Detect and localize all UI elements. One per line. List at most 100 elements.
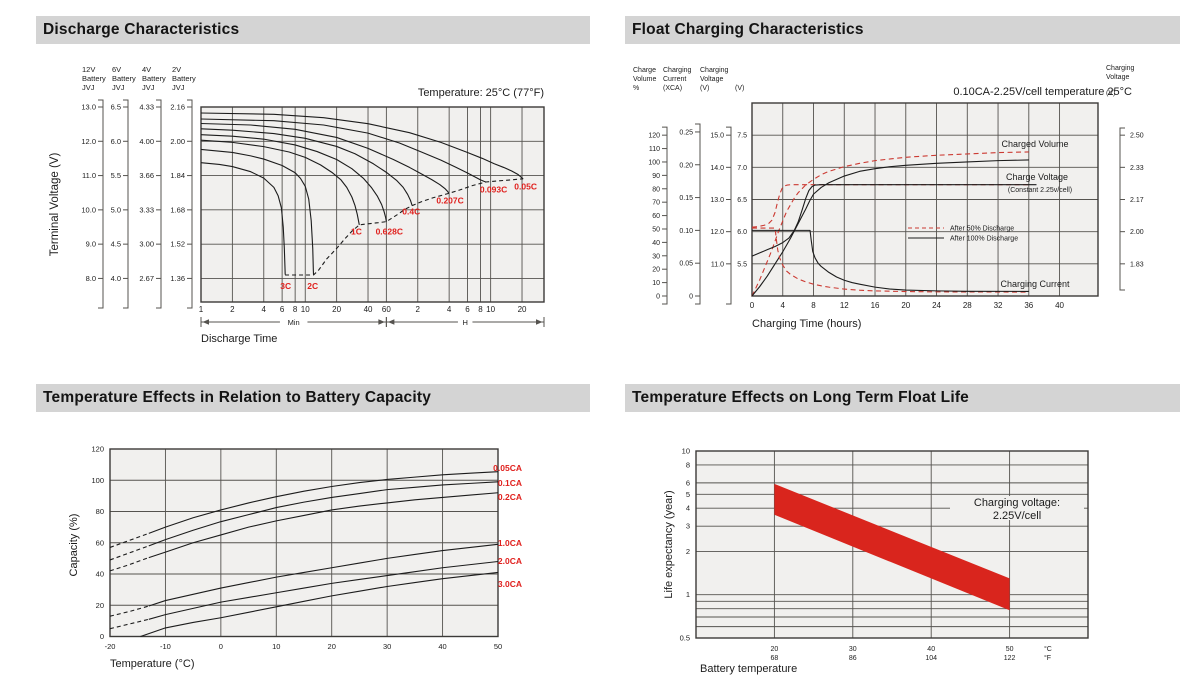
scale-value: 2.33 bbox=[1130, 165, 1144, 172]
x-tick-label: 0 bbox=[750, 301, 755, 310]
curve-charge-voltage-50 bbox=[751, 184, 1029, 228]
x-tick-label: 10 bbox=[486, 305, 495, 314]
curve-label-0.2CA: 0.2CA bbox=[498, 492, 522, 502]
plot-border bbox=[109, 448, 499, 638]
plot-border bbox=[751, 102, 1099, 297]
scale-value: 7.5 bbox=[737, 133, 747, 140]
curve-label-0.1CA: 0.1CA bbox=[498, 478, 522, 488]
scale-header: Battery bbox=[112, 74, 136, 83]
scale-header: JVJ bbox=[172, 83, 185, 92]
scale-value: 13.0 bbox=[81, 103, 96, 112]
scale-header: (V) bbox=[735, 85, 744, 92]
x-tick-label: 40 bbox=[1055, 301, 1064, 310]
fahrenheit-unit-label: °F bbox=[1044, 654, 1051, 662]
temperature-annotation: Temperature: 25°C (77°F) bbox=[418, 87, 544, 99]
x-tick-label-celsius: 40 bbox=[927, 646, 935, 653]
curve-2C bbox=[200, 148, 315, 275]
annotation-bg bbox=[950, 496, 1084, 520]
x-tick-label: 6 bbox=[465, 305, 470, 314]
scale-value: 4.0 bbox=[111, 274, 121, 283]
scale-value: 2.17 bbox=[1130, 197, 1144, 204]
curve-label-3.0CA: 3.0CA bbox=[498, 579, 522, 589]
y-tick-label: 10 bbox=[682, 447, 690, 456]
section-title: Temperature Effects on Long Term Float L… bbox=[632, 389, 970, 406]
scale-value: 80 bbox=[652, 186, 660, 193]
scale-value: 3.66 bbox=[139, 171, 154, 180]
scale-header: (V) bbox=[700, 85, 709, 92]
x-tick-label: 8 bbox=[811, 301, 816, 310]
x-tick-label: 2 bbox=[230, 305, 235, 314]
scale-header: JVJ bbox=[112, 83, 125, 92]
curve-0.2CA bbox=[148, 492, 499, 559]
x-tick-label: 36 bbox=[1024, 301, 1033, 310]
cutoff-curve bbox=[285, 178, 524, 276]
scale-header: Battery bbox=[82, 74, 106, 83]
y-tick-label: 2 bbox=[686, 547, 690, 556]
unit-span-label: H bbox=[462, 318, 467, 327]
x-tick-label: 6 bbox=[280, 305, 285, 314]
scale-value: 11.0 bbox=[82, 171, 96, 180]
scale-header: JVJ bbox=[142, 83, 155, 92]
section-title: Temperature Effects in Relation to Batte… bbox=[43, 389, 432, 406]
scale-value: 70 bbox=[652, 200, 660, 207]
scale-value: 5.5 bbox=[737, 261, 747, 268]
scale-value: 2.00 bbox=[1130, 229, 1144, 236]
y-tick-label: 6 bbox=[686, 478, 690, 487]
scale-value: 4.33 bbox=[139, 103, 154, 112]
charging-annotation: 0.10CA-2.25V/cell temperature 25°C bbox=[953, 86, 1132, 98]
x-tick-label-fahrenheit: 86 bbox=[849, 655, 857, 662]
scale-value: 10 bbox=[652, 280, 660, 287]
scale-value: 3.33 bbox=[139, 205, 154, 214]
curve-3C bbox=[200, 162, 286, 275]
scale-value: 1.83 bbox=[1130, 261, 1144, 268]
x-tick-label: -10 bbox=[160, 642, 171, 651]
x-axis-title: Discharge Time bbox=[201, 333, 277, 345]
curve-charging-current-50 bbox=[752, 227, 1029, 293]
float-charging-chart: 0102030405060708090100110120ChargeVolume… bbox=[633, 65, 1144, 330]
capacity-chart: 0.05CA 0.1CA 0.2CA 1.0CA 2.0CA 3.0CA 0 20 40 60 80… bbox=[68, 445, 522, 671]
celsius-unit-label: °C bbox=[1044, 645, 1052, 653]
scale-header: Charge bbox=[633, 67, 656, 74]
x-tick-label-celsius: 20 bbox=[771, 646, 779, 653]
curve-0.05CA bbox=[148, 471, 499, 534]
axis-bracket bbox=[695, 123, 701, 305]
y-tick-label: 1 bbox=[686, 590, 690, 599]
scale-value: 10.0 bbox=[81, 205, 96, 214]
curve-charging-current-100 bbox=[752, 229, 1029, 292]
panel-float-charging: Float Charging Characteristics 0 10 20 30 40… bbox=[620, 16, 1186, 360]
scale-value: 1.84 bbox=[170, 171, 185, 180]
y-axis-title: Life expectancy (year) bbox=[663, 490, 675, 598]
x-tick-label: 8 bbox=[293, 305, 298, 314]
x-tick-label: 30 bbox=[383, 642, 391, 651]
curve-0.093C bbox=[200, 118, 487, 183]
in-plot-label: Charging Current bbox=[1000, 279, 1070, 289]
x-tick-label: 40 bbox=[438, 642, 446, 651]
scale-value: 0.25 bbox=[679, 129, 693, 136]
curve-label-0.4C: 0.4C bbox=[402, 207, 420, 217]
curve-1C bbox=[200, 139, 360, 225]
scale-header: 2V bbox=[172, 65, 181, 74]
axis-bracket bbox=[1119, 127, 1125, 291]
x-tick-label: 20 bbox=[328, 642, 336, 651]
scale-value: 11.0 bbox=[711, 261, 724, 268]
curve-label-0.05C: 0.05C bbox=[514, 181, 537, 191]
scale-value: 110 bbox=[649, 146, 660, 153]
life-band bbox=[774, 483, 1010, 611]
curve-label-0.628C: 0.628C bbox=[376, 227, 403, 237]
x-tick-label: 50 bbox=[494, 642, 502, 651]
x-tick-label: 40 bbox=[364, 305, 373, 314]
curve-0.628C bbox=[200, 134, 387, 222]
x-tick-label-fahrenheit: 68 bbox=[771, 655, 779, 662]
arrow-left-icon bbox=[387, 319, 395, 325]
x-tick-label: 16 bbox=[871, 301, 880, 310]
scale-value: 1.52 bbox=[170, 240, 185, 249]
curve-label-0.207C: 0.207C bbox=[436, 195, 463, 205]
curve-1.0CA bbox=[148, 543, 499, 607]
x-tick-label: 20 bbox=[901, 301, 910, 310]
scale-header: 6V bbox=[112, 65, 121, 74]
float-life-chart: Charging voltage:2.25V/cell1086543210.52… bbox=[663, 447, 1089, 675]
arrow-right-icon bbox=[378, 319, 385, 325]
scale-value: 40 bbox=[652, 240, 660, 247]
y-tick-label: 120 bbox=[91, 445, 104, 454]
